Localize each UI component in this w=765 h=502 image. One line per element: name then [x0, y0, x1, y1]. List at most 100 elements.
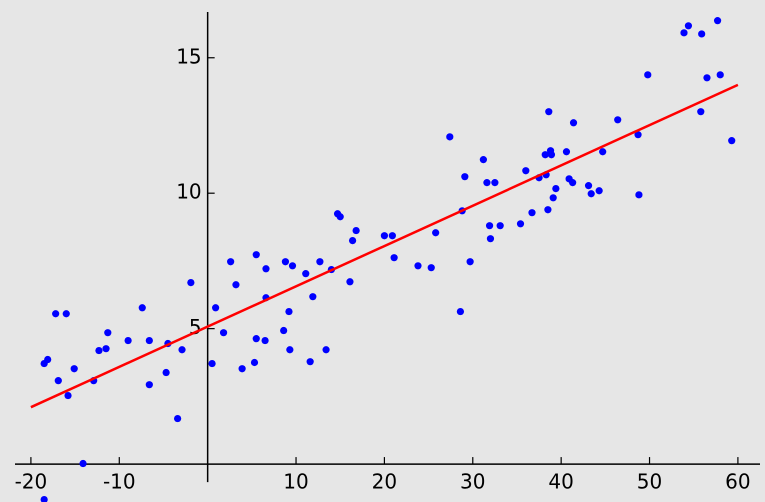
point	[414, 262, 422, 270]
point	[380, 232, 389, 240]
point	[432, 229, 440, 237]
point	[348, 237, 357, 245]
point	[728, 137, 736, 145]
point	[496, 222, 504, 230]
point	[302, 270, 310, 278]
point	[541, 151, 549, 159]
point	[680, 29, 688, 37]
point	[322, 346, 330, 354]
point	[569, 179, 577, 187]
point	[388, 232, 396, 240]
y-tick-label: 10	[176, 180, 201, 204]
point	[70, 365, 78, 373]
point	[232, 281, 240, 289]
point	[486, 235, 495, 243]
point	[286, 346, 294, 354]
x-tick-label: 40	[548, 470, 573, 494]
point	[684, 22, 693, 30]
point	[145, 336, 153, 345]
x-tick-label: -10	[103, 470, 136, 494]
point	[187, 278, 195, 287]
point	[174, 414, 182, 423]
point	[703, 74, 711, 82]
point	[252, 335, 260, 343]
point	[446, 133, 454, 141]
point	[261, 336, 269, 345]
point	[549, 194, 557, 202]
point	[262, 265, 270, 273]
point	[456, 307, 465, 316]
point	[522, 167, 530, 175]
x-tick-label: 50	[637, 470, 662, 494]
point	[587, 190, 595, 198]
point	[346, 278, 354, 286]
point	[102, 345, 110, 353]
point	[528, 209, 536, 217]
point	[285, 307, 293, 316]
point	[544, 206, 552, 214]
point	[716, 71, 724, 79]
point	[309, 293, 317, 301]
point	[104, 329, 112, 337]
point	[461, 173, 469, 181]
point	[466, 258, 474, 266]
x-tick-label: -20	[15, 470, 48, 494]
point	[547, 151, 556, 159]
point	[316, 258, 324, 266]
point	[219, 329, 228, 337]
point	[79, 459, 87, 468]
point	[238, 365, 246, 373]
point	[485, 222, 494, 230]
y-tick-label: 15	[176, 44, 201, 68]
point	[595, 187, 603, 195]
x-tick-label: 10	[283, 470, 308, 494]
point	[336, 213, 344, 221]
point	[427, 264, 435, 272]
point	[52, 310, 60, 318]
point	[44, 355, 52, 364]
point	[162, 368, 170, 377]
point	[145, 381, 153, 389]
point	[124, 336, 132, 345]
point	[634, 131, 642, 139]
point	[280, 326, 288, 335]
point	[483, 179, 491, 187]
fit-line	[30, 83, 739, 409]
point	[212, 304, 220, 312]
point	[352, 226, 360, 235]
point	[54, 377, 62, 385]
point	[64, 391, 72, 400]
point	[516, 220, 525, 228]
point	[479, 156, 487, 164]
point	[281, 258, 290, 266]
x-tick-label: 60	[725, 470, 750, 494]
point	[644, 71, 652, 79]
point	[178, 346, 186, 354]
point	[252, 251, 260, 259]
point	[697, 108, 705, 116]
point	[614, 116, 622, 124]
point	[227, 258, 235, 266]
point	[95, 346, 103, 355]
point	[562, 148, 571, 156]
point	[62, 310, 70, 318]
x-tick-label: 30	[460, 470, 485, 494]
point	[599, 148, 607, 156]
point	[306, 358, 314, 366]
point	[635, 191, 643, 199]
point	[491, 179, 499, 187]
point	[713, 17, 722, 25]
point	[584, 182, 593, 190]
point	[208, 359, 216, 368]
point	[698, 30, 706, 38]
point	[552, 184, 560, 193]
point	[40, 495, 48, 502]
point	[545, 108, 553, 116]
point	[250, 358, 259, 367]
x-tick-label: 20	[372, 470, 397, 494]
point	[288, 262, 297, 270]
point	[138, 304, 146, 312]
